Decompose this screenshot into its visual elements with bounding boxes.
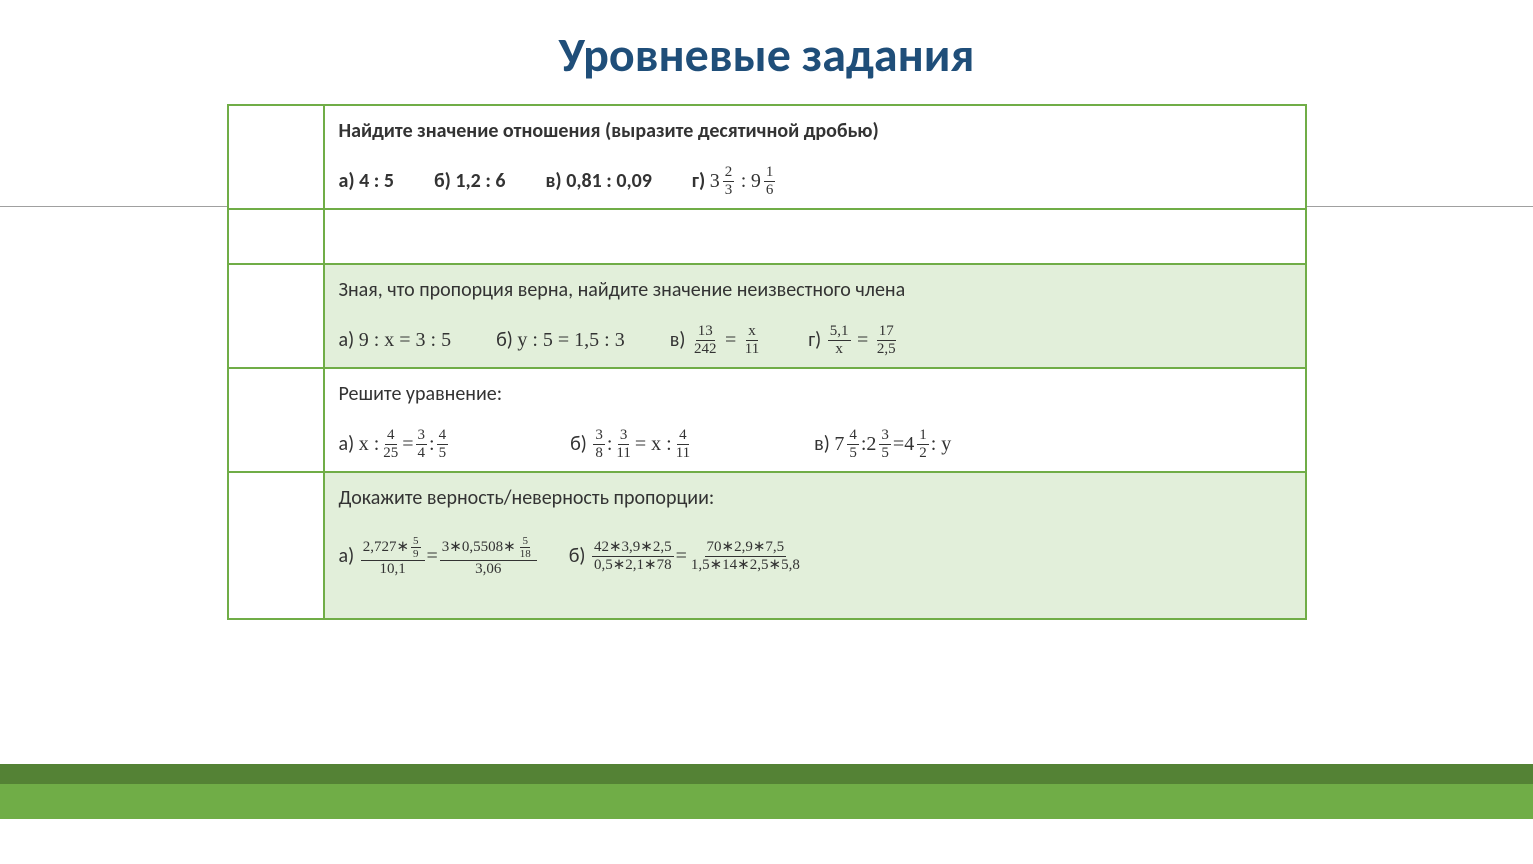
tasks-table-wrap: Найдите значение отношения (выразите дес… (227, 104, 1307, 620)
row2-options: а) 9 : x = 3 : 5 б) y : 5 = 1,5 : 3 в) 1… (339, 323, 1291, 357)
row-content: Решите уравнение: а) x : 425 = 34 : 45 б… (324, 368, 1306, 472)
row3-prompt: Решите уравнение: (339, 379, 1291, 409)
row3-opt-b: б) 38 : 311 = x : 411 (570, 427, 694, 461)
row-content: Найдите значение отношения (выразите дес… (324, 105, 1306, 209)
row-leftcol (228, 264, 324, 368)
table-row: Докажите верность/неверность пропорции: … (228, 472, 1306, 619)
row2-opt-v: в) 13242 = x11 (670, 323, 763, 357)
row1-opt-b: б) 1,2 : 6 (434, 166, 506, 196)
table-row-spacer (228, 209, 1306, 264)
row4-options: а) 2,727∗59 10,1 = 3∗0,5508∗518 (339, 535, 1291, 578)
row4-prompt: Докажите верность/неверность пропорции: (339, 483, 1291, 513)
row-content: Докажите верность/неверность пропорции: … (324, 472, 1306, 619)
row-leftcol (228, 105, 324, 209)
row3-opt-v: в) 745 : 235 = 412 : y (814, 427, 951, 461)
row1-opt-v: в) 0,81 : 0,09 (546, 166, 652, 196)
row-leftcol (228, 368, 324, 472)
row4-opt-b: б) 42∗3,9∗2,50,5∗2,1∗78 = 70∗2,9∗7,51,5∗… (569, 539, 804, 573)
spacer-leftcol (228, 209, 324, 264)
row2-opt-b: б) y : 5 = 1,5 : 3 (496, 325, 625, 355)
table-row: Найдите значение отношения (выразите дес… (228, 105, 1306, 209)
row2-prompt: Зная, что пропорция верна, найдите значе… (339, 275, 1291, 305)
row1-opt-g: г) 323 : 916 (692, 164, 777, 198)
row-leftcol (228, 472, 324, 619)
row4-opt-a: а) 2,727∗59 10,1 = 3∗0,5508∗518 (339, 535, 539, 578)
table-row: Зная, что пропорция верна, найдите значе… (228, 264, 1306, 368)
footer-bar-light (0, 784, 1533, 819)
row3-opt-a: а) x : 425 = 34 : 45 (339, 427, 451, 461)
row1-opt-a: а) 4 : 5 (339, 166, 394, 196)
spacer-content (324, 209, 1306, 264)
row2-opt-a: а) 9 : x = 3 : 5 (339, 325, 452, 355)
row1-options: а) 4 : 5 б) 1,2 : 6 в) 0,81 : 0,09 г) 32… (339, 164, 1291, 198)
row-content: Зная, что пропорция верна, найдите значе… (324, 264, 1306, 368)
table-row: Решите уравнение: а) x : 425 = 34 : 45 б… (228, 368, 1306, 472)
tasks-table: Найдите значение отношения (выразите дес… (227, 104, 1307, 620)
footer-bar-dark (0, 764, 1533, 784)
footer-bars (0, 764, 1533, 819)
page-title: Уровневые задания (0, 0, 1533, 104)
row3-options: а) x : 425 = 34 : 45 б) 38 : 311 = x (339, 427, 1291, 461)
row2-opt-g: г) 5,1x = 172,5 (808, 323, 899, 357)
row1-prompt: Найдите значение отношения (выразите дес… (339, 116, 1291, 146)
